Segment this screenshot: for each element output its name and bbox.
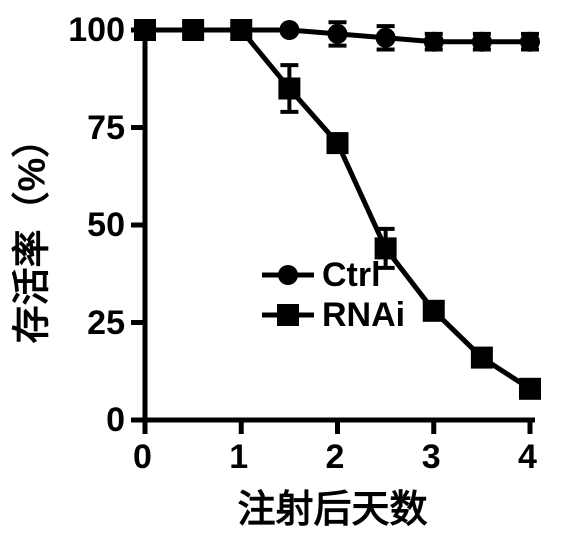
legend: CtrlRNAi xyxy=(260,255,405,335)
marker-square xyxy=(519,378,541,400)
x-tick-label: 1 xyxy=(229,438,248,477)
marker-square xyxy=(182,19,204,41)
x-tick-label: 2 xyxy=(326,438,345,477)
marker-circle xyxy=(278,265,298,285)
marker-circle xyxy=(328,24,348,44)
y-tick-label: 0 xyxy=(106,401,125,440)
x-tick-label: 4 xyxy=(518,438,537,477)
marker-circle xyxy=(520,32,540,52)
y-tick-label: 50 xyxy=(87,206,125,245)
legend-symbol xyxy=(260,300,316,330)
x-tick-label: 0 xyxy=(133,438,152,477)
marker-square xyxy=(471,347,493,369)
marker-square xyxy=(423,300,445,322)
legend-row: RNAi xyxy=(260,295,405,335)
y-tick-label: 25 xyxy=(87,304,125,343)
legend-label: Ctrl xyxy=(322,256,381,295)
survival-chart: 012340255075100注射后天数存活率（%）CtrlRNAi xyxy=(0,0,561,528)
marker-square xyxy=(277,304,299,326)
marker-circle xyxy=(472,32,492,52)
marker-square xyxy=(327,132,349,154)
legend-row: Ctrl xyxy=(260,255,405,295)
marker-square xyxy=(278,78,300,100)
x-axis-title: 注射后天数 xyxy=(238,478,428,533)
marker-circle xyxy=(376,28,396,48)
series-1 xyxy=(134,19,541,400)
legend-symbol xyxy=(260,260,316,290)
marker-square xyxy=(134,19,156,41)
marker-circle xyxy=(424,32,444,52)
y-tick-label: 75 xyxy=(87,109,125,148)
x-tick-label: 3 xyxy=(422,438,441,477)
marker-circle xyxy=(279,20,299,40)
legend-label: RNAi xyxy=(322,296,405,335)
y-tick-label: 100 xyxy=(68,11,125,50)
marker-square xyxy=(230,19,252,41)
y-axis-title: 存活率（%） xyxy=(1,124,56,344)
